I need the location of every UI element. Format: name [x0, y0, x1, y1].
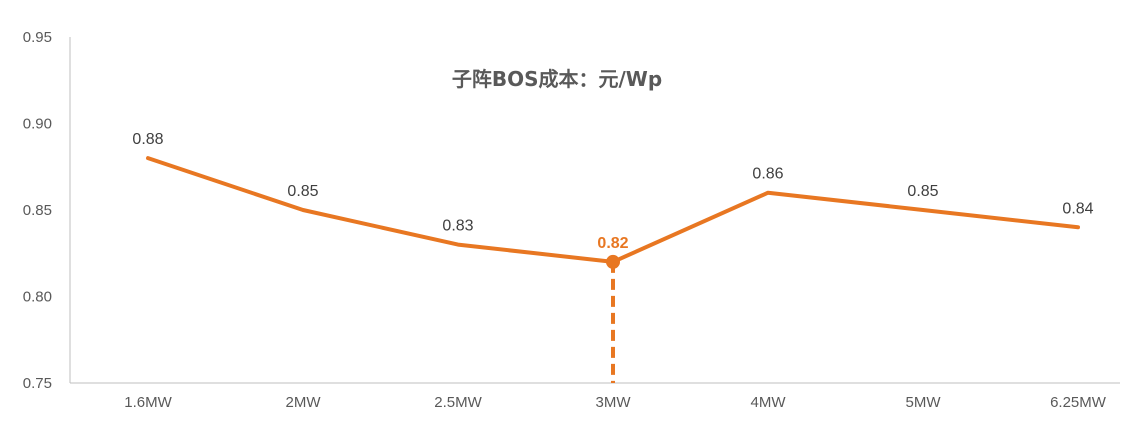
- x-tick-label: 1.6MW: [124, 394, 172, 411]
- y-axis: 0.75 0.80 0.85 0.90 0.95: [23, 29, 71, 392]
- y-tick-label: 0.90: [23, 116, 52, 133]
- highlight-data-label: 0.82: [597, 235, 628, 252]
- data-label: 0.85: [287, 183, 318, 200]
- x-axis: 1.6MW 2MW 2.5MW 3MW 4MW 5MW 6.25MW: [70, 382, 1120, 411]
- x-tick-label: 4MW: [751, 394, 787, 411]
- data-label: 0.86: [752, 166, 783, 183]
- y-tick-label: 0.95: [23, 29, 52, 46]
- data-label: 0.83: [442, 218, 473, 235]
- y-tick-label: 0.85: [23, 202, 52, 219]
- y-tick-label: 0.75: [23, 375, 52, 392]
- chart-title: 子阵BOS成本：元/Wp: [452, 67, 662, 91]
- x-tick-label: 5MW: [906, 394, 942, 411]
- x-tick-label: 3MW: [596, 394, 632, 411]
- data-labels: 0.88 0.85 0.83 0.82 0.86 0.85 0.84: [132, 131, 1093, 252]
- data-label: 0.88: [132, 131, 163, 148]
- data-label: 0.85: [907, 183, 938, 200]
- data-label: 0.84: [1062, 200, 1093, 217]
- x-tick-label: 2.5MW: [434, 394, 482, 411]
- highlight-point: [606, 254, 620, 269]
- x-tick-label: 2MW: [286, 394, 322, 411]
- x-tick-label: 6.25MW: [1050, 394, 1107, 411]
- series-line: [146, 156, 1080, 269]
- y-tick-label: 0.80: [23, 289, 52, 306]
